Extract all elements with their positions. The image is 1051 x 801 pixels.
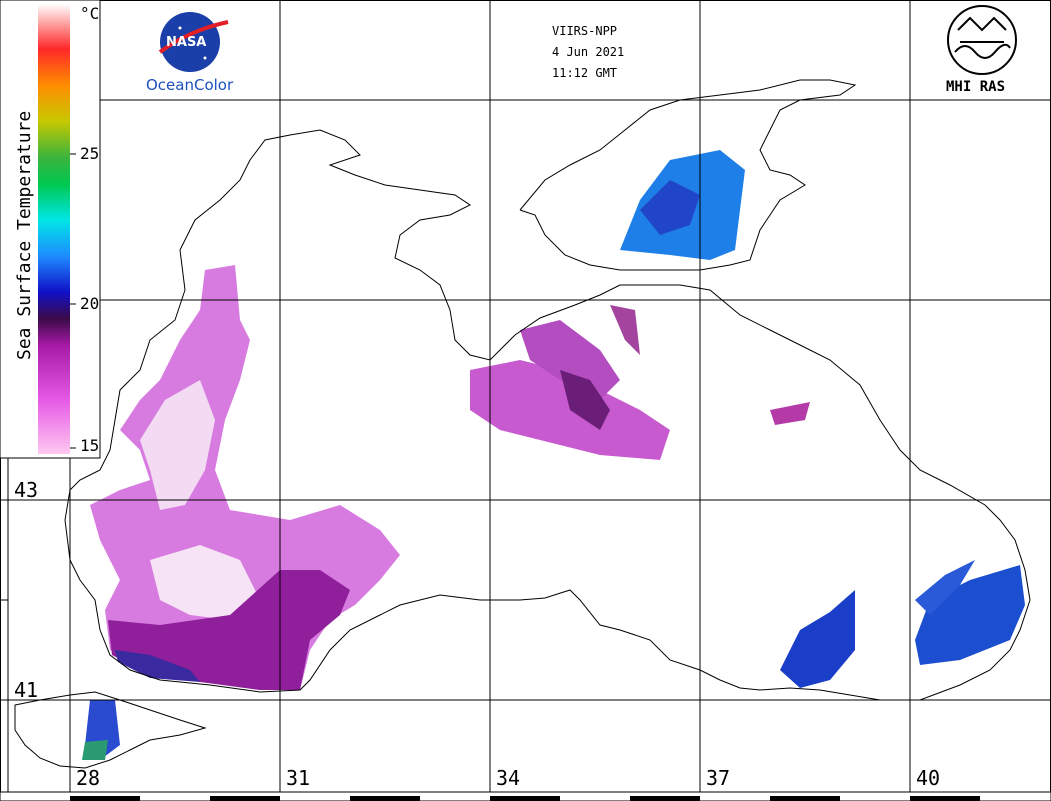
sst-patch-east-small [770,402,810,425]
date-label: 4 Jun 2021 [552,45,625,59]
mhi-logo [947,5,1017,75]
sst-data-layer [82,150,1025,760]
lat-label-41: 41 [14,678,39,702]
lat-label-43: 43 [14,478,39,502]
sst-patch-se-1 [780,590,855,688]
sst-patch-west-light2 [150,545,260,620]
lon-label-40: 40 [916,766,941,790]
nasa-logo [158,12,229,72]
coastline [64,129,1031,701]
sst-patch-central-dark [560,370,610,430]
marmara-coastline [14,691,207,769]
sst-patch-azov-dark [640,180,700,235]
colorbar-gradient [38,4,70,454]
lon-label-28: 28 [76,766,101,790]
bottom-scale [0,791,1051,801]
colorbar-title: Sea Surface Temperature [14,110,35,360]
colorbar-tick-20: 20 [80,294,100,313]
sst-patch-se-2 [915,565,1025,665]
colorbar-ticks [70,153,76,449]
sst-patch-west-light [140,380,215,510]
sst-patch-south-dark [108,570,350,690]
azov-coastline [519,79,857,271]
lon-label-34: 34 [496,766,521,790]
sst-patch-central-2 [520,320,620,400]
time-label: 11:12 GMT [552,66,618,80]
colorbar-tick-15: 15 [80,436,100,455]
nasa-logo-text: NASA [166,35,207,50]
colorbar-tick-25: 25 [80,144,100,163]
mhi-logo-text: MHI RAS [946,79,1006,95]
colorbar-unit: °C [80,4,100,23]
sst-patch-central-3 [610,305,640,355]
oceancolor-logo-text: OceanColor [146,76,234,94]
satellite-label: VIIRS-NPP [552,24,618,38]
sst-patch-south-blue [115,650,200,682]
lon-label-37: 37 [706,766,731,790]
lon-label-31: 31 [286,766,311,790]
sst-patch-marmara-2 [82,740,108,760]
sst-patch-se-3 [915,560,975,615]
